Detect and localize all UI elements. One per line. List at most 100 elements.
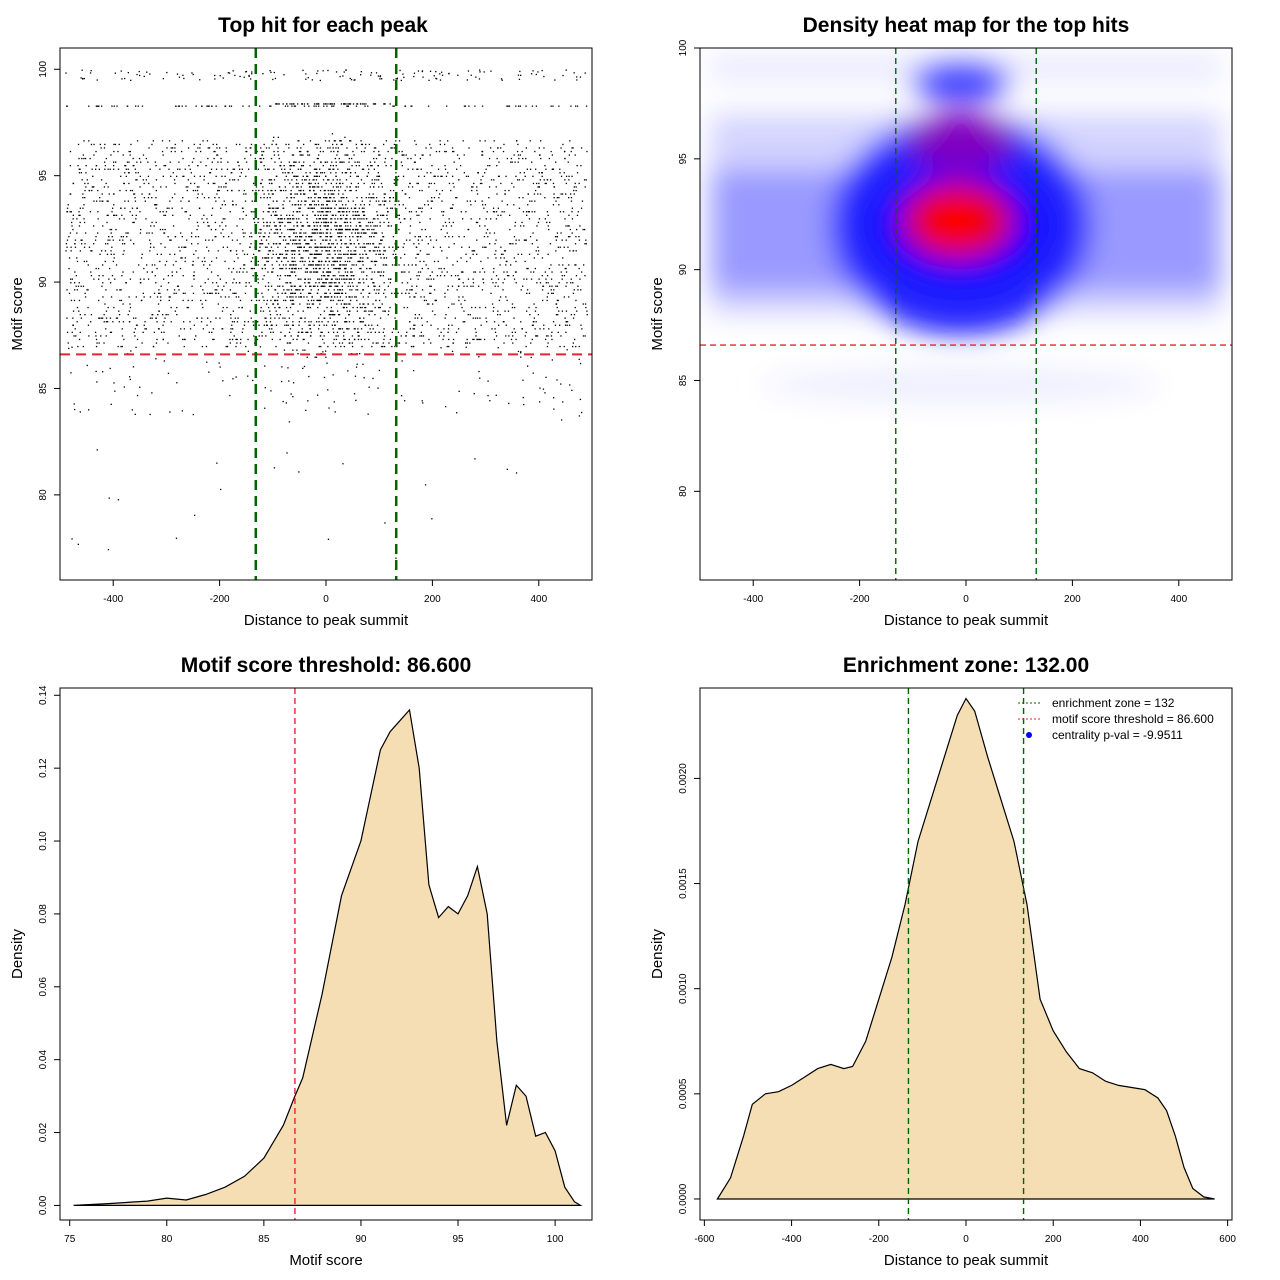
scatter-point	[331, 161, 333, 163]
scatter-point	[215, 317, 217, 319]
scatter-point	[372, 243, 374, 245]
scatter-point	[193, 324, 195, 326]
scatter-point	[517, 161, 519, 163]
scatter-point	[127, 72, 129, 74]
scatter-point	[356, 211, 359, 213]
scatter-point	[78, 225, 81, 227]
scatter-point	[96, 449, 98, 451]
scatter-point	[120, 345, 122, 348]
scatter-point	[349, 260, 351, 263]
scatter-point	[420, 168, 422, 170]
scatter-point	[530, 356, 532, 359]
scatter-point	[223, 186, 225, 188]
scatter-point	[304, 271, 307, 273]
scatter-point	[320, 161, 322, 163]
scatter-point	[299, 232, 301, 234]
scatter-point	[314, 193, 316, 195]
scatter-point	[332, 260, 334, 263]
scatter-point	[196, 189, 199, 192]
scatter-point	[312, 260, 314, 263]
heatmap-y-label: Motif score	[649, 277, 666, 350]
scatter-point	[372, 282, 374, 284]
scatter-point	[316, 186, 318, 188]
scatter-point	[510, 157, 513, 160]
scatter-point	[324, 161, 326, 163]
scatter-point	[448, 182, 451, 185]
scatter-point	[105, 157, 107, 160]
scatter-point	[315, 175, 318, 177]
scatter-point	[334, 260, 336, 263]
scatter-point	[383, 250, 385, 252]
scatter-point	[341, 228, 343, 231]
scatter-point	[184, 338, 186, 341]
scatter-point	[261, 154, 264, 156]
scatter-point	[74, 246, 77, 248]
scatter-point	[479, 69, 481, 71]
scatter-point	[279, 225, 282, 227]
scatter-point	[301, 225, 303, 227]
scatter-point	[419, 271, 422, 273]
scatter-point	[344, 103, 346, 105]
scatter-point	[327, 211, 329, 213]
scatter-point	[322, 179, 325, 181]
scatter-point	[297, 140, 299, 142]
scatter-point	[70, 278, 72, 280]
scatter-point	[379, 317, 382, 319]
scatter-point	[461, 306, 463, 309]
scatter-point	[143, 267, 145, 270]
scatter-point	[322, 218, 324, 220]
scatter-point	[545, 278, 547, 280]
scatter-point	[259, 246, 261, 248]
scatter-point	[273, 71, 275, 74]
scatter-point	[259, 105, 261, 107]
scatter-point	[495, 250, 497, 252]
scatter-point	[112, 260, 114, 263]
scatter-point	[172, 147, 174, 149]
scatter-point	[215, 200, 217, 202]
scatter-point	[460, 211, 462, 213]
scatter-point	[539, 154, 541, 156]
scatter-point	[301, 260, 303, 263]
scatter-point	[403, 76, 405, 78]
scatter-point	[125, 165, 127, 167]
scatter-point	[555, 303, 557, 305]
scatter-point	[98, 278, 100, 280]
scatter-point	[301, 165, 303, 167]
scatter-point	[166, 71, 168, 74]
scatter-point	[323, 189, 325, 192]
scatter-point	[203, 221, 205, 224]
scatter-point	[354, 172, 356, 174]
scatter-point	[238, 165, 240, 167]
scatter-point	[292, 338, 294, 341]
scatter-point	[317, 214, 319, 216]
scatter-point	[458, 179, 460, 181]
scatter-point	[324, 282, 326, 284]
scatter-point	[346, 306, 348, 309]
scatter-point	[239, 75, 241, 78]
scatter-point	[336, 321, 338, 323]
scatter-point	[273, 150, 275, 153]
scatter-point	[349, 257, 351, 259]
scatter-point	[333, 140, 335, 142]
scatter-point	[72, 218, 74, 220]
scatter-point	[241, 228, 244, 231]
scatter-point	[575, 299, 577, 302]
scatter-point	[275, 143, 278, 146]
scatter-point	[320, 296, 322, 298]
scatter-point	[430, 278, 432, 280]
scatter-point	[378, 289, 380, 291]
scatter-point	[357, 103, 359, 105]
scatter-point	[529, 314, 531, 316]
scatter-point	[96, 342, 98, 344]
scatter-point	[326, 228, 328, 231]
scatter-point	[305, 409, 307, 411]
scatter-point	[315, 356, 318, 358]
scatter-point	[164, 214, 167, 216]
scatter-point	[422, 402, 424, 404]
scatter-point	[176, 175, 178, 177]
scatter-point	[289, 165, 291, 167]
scatter-point	[355, 143, 357, 146]
scatter-point	[148, 193, 150, 195]
scatter-point	[324, 239, 327, 241]
scatter-point	[383, 335, 386, 337]
